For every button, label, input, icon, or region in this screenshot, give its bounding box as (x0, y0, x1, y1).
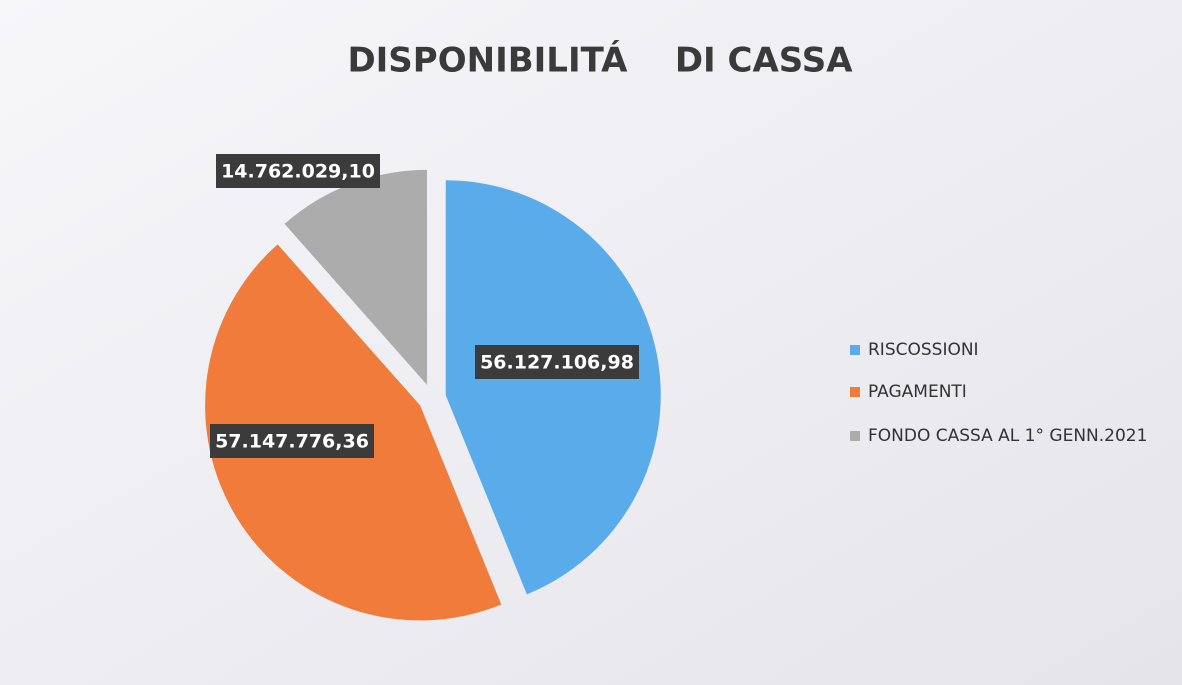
data-label-box (210, 424, 374, 458)
legend-label: RISCOSSIONI (868, 340, 979, 360)
data-label-box (216, 154, 380, 188)
legend-label: PAGAMENTI (868, 382, 967, 402)
legend-swatch (850, 345, 860, 355)
chart-title: DISPONIBILITÁ DI CASSA (347, 40, 853, 81)
legend-swatch (850, 387, 860, 397)
pie-slice (445, 180, 661, 595)
data-label: 57.147.776,36 (215, 431, 369, 453)
legend-label: FONDO CASSA AL 1° GENN.2021 (868, 426, 1147, 446)
legend-swatch (850, 431, 860, 441)
data-label: 56.127.106,98 (480, 352, 634, 374)
data-label: 14.762.029,10 (221, 161, 375, 183)
data-label-box (475, 345, 639, 379)
pie-slice (284, 169, 428, 385)
